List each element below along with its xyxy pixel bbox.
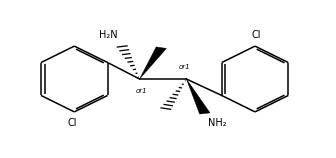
Text: H₂N: H₂N [99,30,118,40]
Polygon shape [139,47,166,79]
Polygon shape [186,79,210,114]
Text: NH₂: NH₂ [208,118,227,128]
Text: Cl: Cl [68,118,77,128]
Text: Cl: Cl [252,30,261,40]
Text: or1: or1 [179,64,191,70]
Text: or1: or1 [135,88,147,94]
